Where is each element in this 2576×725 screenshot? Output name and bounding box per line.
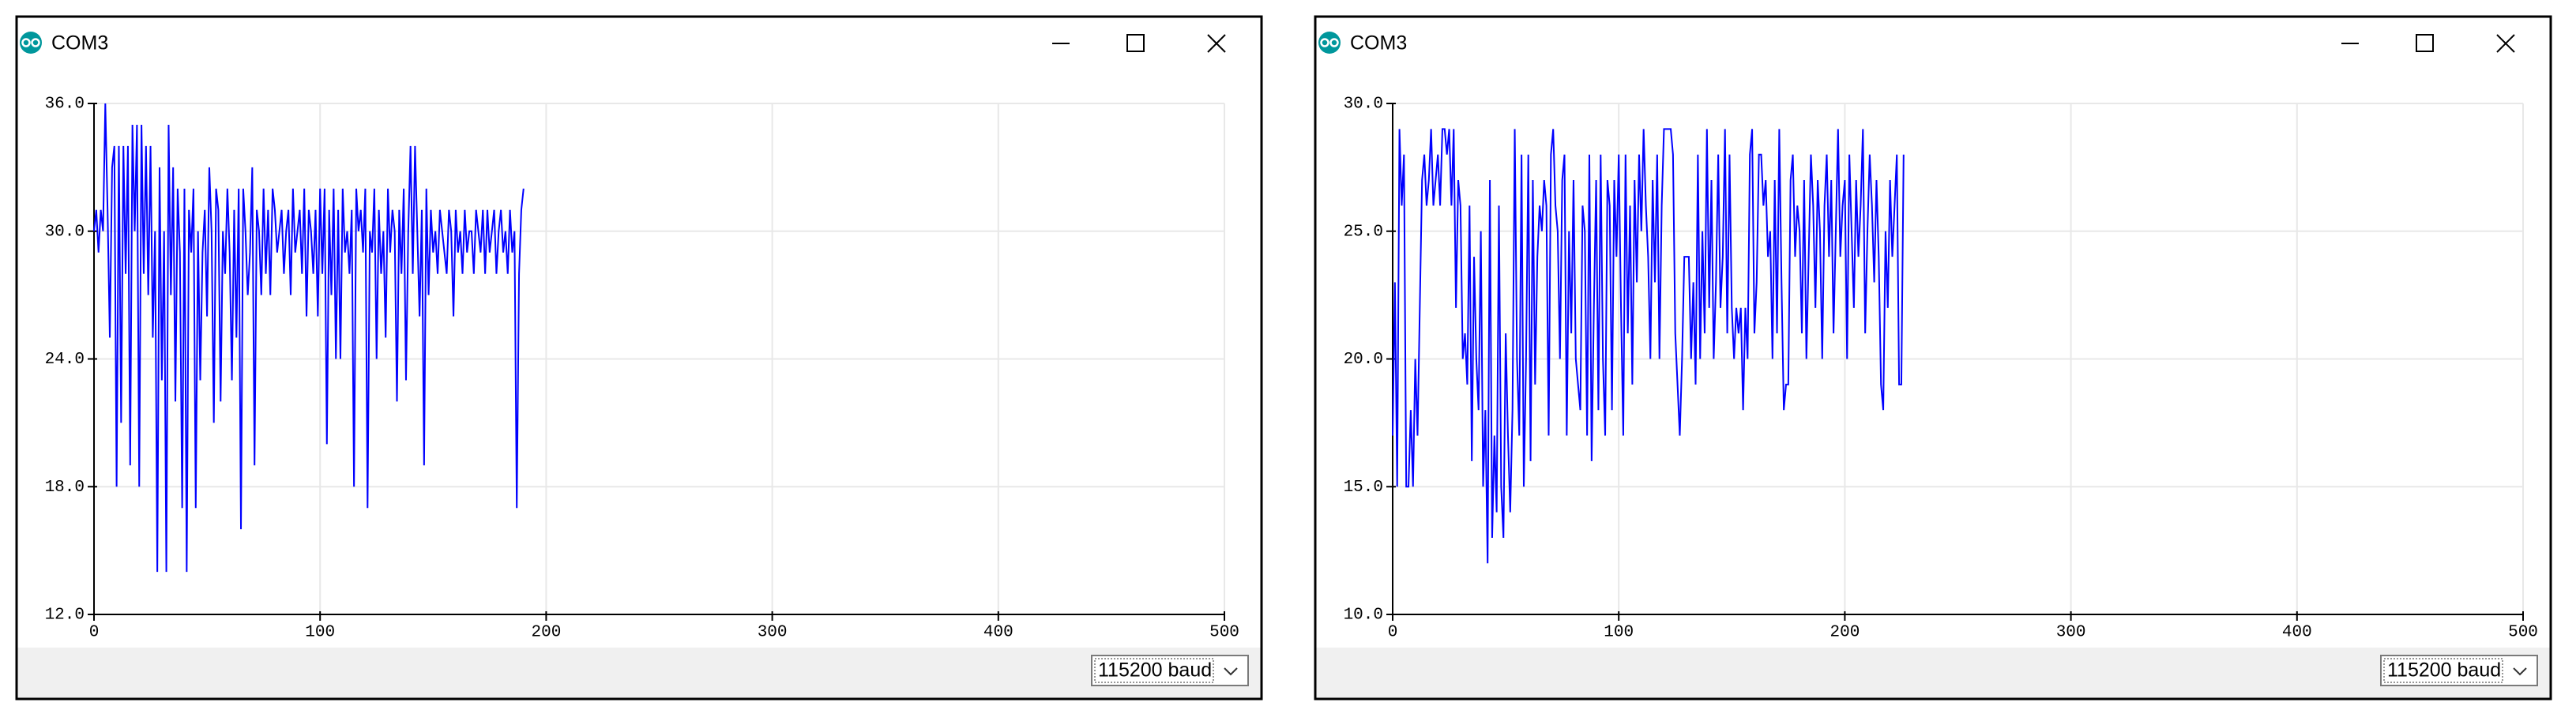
dropdown-arrow: [2513, 667, 2527, 676]
y-tick-label: 12.0: [45, 607, 85, 625]
maximize-button[interactable]: [2416, 34, 2434, 52]
y-tick-label: 18.0: [45, 479, 85, 497]
close-button[interactable]: [1207, 34, 1226, 53]
app-icon-eye: [21, 38, 31, 47]
app-icon-eye: [1320, 38, 1329, 47]
x-tick-label: 500: [2508, 624, 2538, 642]
y-tick-label: 36.0: [45, 96, 85, 114]
x-tick-label: 0: [89, 624, 100, 642]
app-icon-eye: [31, 38, 40, 47]
close-button[interactable]: [2496, 34, 2515, 53]
app-icon: [1318, 32, 1341, 54]
data-line: [93, 103, 525, 573]
status-bar: [17, 648, 1261, 698]
baud-dropdown[interactable]: [2380, 655, 2538, 686]
window-frame: [15, 15, 1263, 701]
window-title: COM3: [51, 32, 108, 54]
x-tick-label: 300: [2056, 624, 2086, 642]
y-tick-label: 30.0: [1344, 96, 1383, 114]
dropdown-arrow: [1224, 667, 1238, 676]
y-tick-label: 10.0: [1344, 607, 1383, 625]
baud-dropdown-focus: [1094, 658, 1214, 683]
app-icon-eye: [1329, 38, 1339, 47]
baud-dropdown[interactable]: [1091, 655, 1249, 686]
y-tick-label: 30.0: [45, 223, 85, 241]
x-tick-label: 100: [305, 624, 335, 642]
window-title: COM3: [1350, 32, 1407, 54]
y-tick-label: 20.0: [1344, 351, 1383, 369]
maximize-button[interactable]: [1126, 34, 1145, 52]
app-icon: [20, 32, 42, 54]
baud-rate: 115200 baud: [2387, 659, 2501, 682]
status-bar: [1316, 648, 2550, 698]
x-tick-label: 300: [758, 624, 788, 642]
baud-rate: 115200 baud: [1098, 659, 1212, 682]
data-line: [1392, 128, 1905, 564]
x-tick-label: 100: [1604, 624, 1634, 642]
x-tick-label: 200: [531, 624, 561, 642]
y-tick-label: 25.0: [1344, 223, 1383, 241]
x-tick-label: 400: [2282, 624, 2312, 642]
baud-dropdown-focus: [2383, 658, 2503, 683]
y-tick-label: 15.0: [1344, 479, 1383, 497]
x-tick-label: 500: [1209, 624, 1239, 642]
window-frame: [1314, 15, 2552, 701]
window: COM3 115200 baud 10.0 15.0 20.0 25.0 30.0 0 100 2…: [1314, 15, 2552, 701]
x-tick-label: 400: [983, 624, 1013, 642]
y-tick-label: 24.0: [45, 351, 85, 369]
window: COM3 115200 baud 12.0 18.0 24.0 30.0 36.0 0 100 2…: [15, 15, 1263, 701]
x-tick-label: 0: [1388, 624, 1398, 642]
x-tick-label: 200: [1830, 624, 1860, 642]
